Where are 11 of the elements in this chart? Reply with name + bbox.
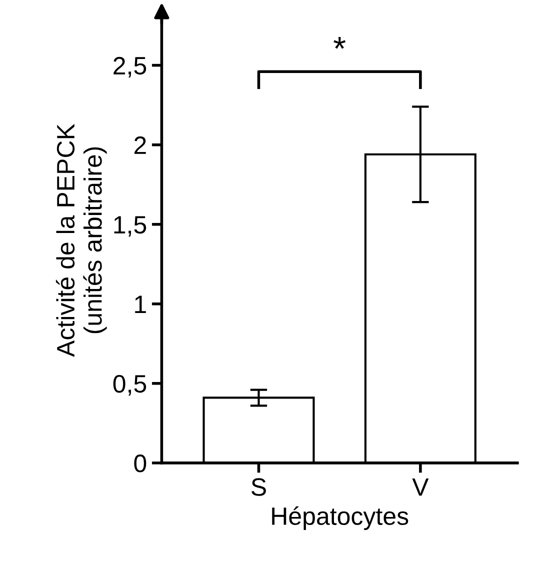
y-tick-label: 1,5 xyxy=(114,216,146,237)
annotation: * xyxy=(334,37,346,49)
y-tick-label: 1 xyxy=(135,296,146,313)
x-tick-label: V xyxy=(412,478,429,496)
x-axis-title: Hépatocytes xyxy=(272,506,408,530)
y-tick-label: 2,5 xyxy=(114,56,146,78)
y-tick-label: 2 xyxy=(134,136,146,154)
y-tick-label: 0,5 xyxy=(113,375,146,396)
y-axis-title: Activité de la PEPCK (unités arbitraire) xyxy=(56,124,107,357)
y-tick-label: 0 xyxy=(134,454,146,472)
x-tick-label: S xyxy=(252,478,266,496)
